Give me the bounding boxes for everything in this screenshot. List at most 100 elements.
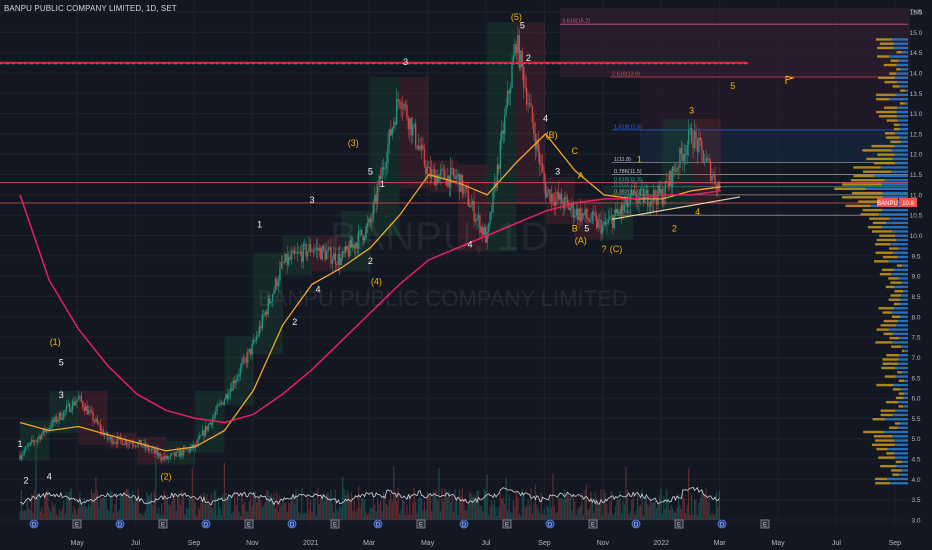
profile-bar-blue [899, 354, 908, 357]
candle-body [666, 180, 668, 183]
fib-label: 1(11.8) [614, 157, 631, 163]
volume-bar [69, 491, 71, 520]
volume-bar [404, 514, 407, 520]
candle-body [410, 118, 412, 136]
wave-label: (A) [575, 236, 587, 246]
candle-body [378, 176, 380, 187]
profile-bar-gold [875, 243, 891, 246]
profile-bar-blue [901, 294, 908, 297]
volume-bar [515, 490, 517, 520]
volume-bar [612, 514, 614, 520]
candle-body [425, 164, 427, 174]
volume-bar [339, 505, 341, 520]
candle-body [99, 424, 101, 431]
volume-bar [105, 498, 107, 520]
volume-bar [216, 515, 218, 520]
volume-bar [537, 508, 539, 520]
volume-bar [382, 491, 385, 520]
y-tick-label: 3.5 [911, 497, 920, 504]
volume-bar [22, 511, 24, 520]
candle-body [204, 426, 207, 437]
candle-body [360, 229, 363, 235]
volume-bar [305, 513, 307, 520]
event-marker-label: E [419, 523, 423, 529]
y-tick-label: 11.5 [910, 172, 923, 179]
event-marker-label: D [548, 523, 553, 529]
profile-bar-blue [896, 464, 908, 468]
y-tick-label: 6.5 [911, 375, 920, 382]
volume-bar [613, 513, 615, 520]
earnings-marker [760, 519, 770, 529]
candle-body [687, 129, 690, 145]
ma-long-line [19, 190, 721, 424]
volume-bar [118, 510, 120, 520]
candle-body [578, 208, 580, 221]
volume-bar [158, 507, 160, 520]
volume-bar [653, 501, 655, 520]
volume-bar [204, 503, 207, 520]
volume-bar [691, 495, 693, 520]
candle-body [509, 87, 512, 94]
profile-bar-blue [894, 307, 908, 310]
volume-bar [29, 510, 31, 520]
volume-bar [308, 509, 310, 520]
candle-body [366, 222, 369, 226]
volume-bar [629, 511, 631, 520]
candle-body [172, 452, 174, 454]
volume-bar [384, 494, 386, 520]
candle-body [19, 454, 21, 460]
volume-bar [651, 503, 653, 520]
candle-body [708, 159, 710, 162]
candle-body [160, 458, 163, 460]
volume-bar [71, 513, 74, 520]
volume-bar [718, 490, 720, 520]
profile-bar-blue [895, 375, 908, 378]
candle-body [182, 447, 185, 456]
candle-body [285, 253, 287, 262]
volume-bar [25, 510, 27, 520]
y-tick-label: 10.5 [910, 213, 923, 220]
profile-bar-blue [901, 281, 908, 284]
candle-body [191, 444, 193, 448]
volume-bar [149, 495, 151, 520]
profile-bar-gold [871, 230, 893, 233]
wave-label: 1 [380, 179, 385, 189]
wave-label: 1 [257, 219, 262, 229]
candle-body [511, 65, 513, 88]
volume-bar [350, 492, 353, 520]
event-marker-label: D [720, 523, 725, 529]
candle-body [533, 122, 535, 135]
profile-bar-blue [899, 473, 908, 476]
candle-body [482, 226, 484, 236]
volume-bar [111, 492, 113, 520]
profile-bar-gold [877, 153, 895, 156]
volume-bar [588, 507, 590, 520]
volume-bar [285, 502, 287, 520]
candle-body [102, 429, 104, 436]
profile-bar-blue [889, 55, 908, 58]
candle-body [163, 456, 166, 459]
profile-bar-gold [876, 328, 889, 331]
volume-bar [327, 492, 329, 520]
fib-label: 1.618(12.6) [614, 124, 642, 130]
profile-bar-blue [897, 115, 908, 118]
candle-body [337, 254, 339, 266]
volume-bar [461, 488, 463, 520]
candle-body [556, 191, 558, 198]
cloud-band [312, 235, 342, 272]
candle-body [188, 448, 191, 452]
profile-bar-blue [892, 311, 908, 314]
candle-body [506, 90, 509, 106]
volume-bar [159, 515, 161, 520]
volume-bar [431, 511, 433, 520]
volume-bar [234, 490, 236, 520]
candle-body [80, 395, 83, 402]
profile-bar-gold [882, 311, 893, 314]
candle-body [23, 450, 26, 454]
candle-body [498, 164, 500, 169]
volume-bar [128, 493, 131, 520]
x-tick-label: Sep [889, 540, 902, 547]
profile-bar-gold [877, 46, 894, 50]
candle-body [44, 428, 46, 433]
